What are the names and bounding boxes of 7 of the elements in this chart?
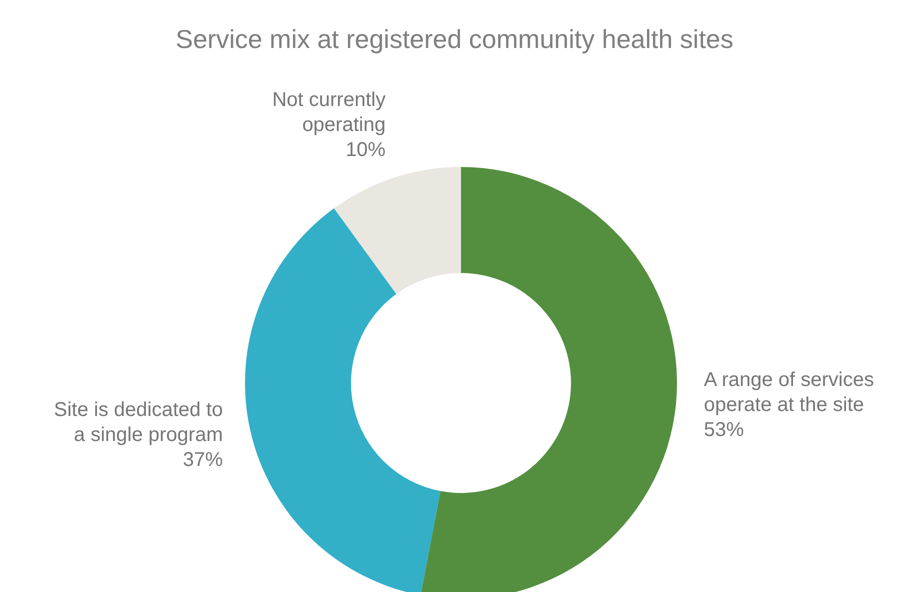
chart-title: Service mix at registered community health sites bbox=[174, 24, 734, 55]
data-label: 10% bbox=[346, 139, 386, 162]
data-label: 53% bbox=[704, 419, 744, 442]
slice-label: Not currently operating bbox=[272, 89, 386, 136]
slice-label: Site is dedicated to a single program bbox=[54, 400, 223, 447]
data-label: 37% bbox=[182, 450, 224, 472]
slice-label: A range of services operate at the site bbox=[704, 369, 874, 416]
